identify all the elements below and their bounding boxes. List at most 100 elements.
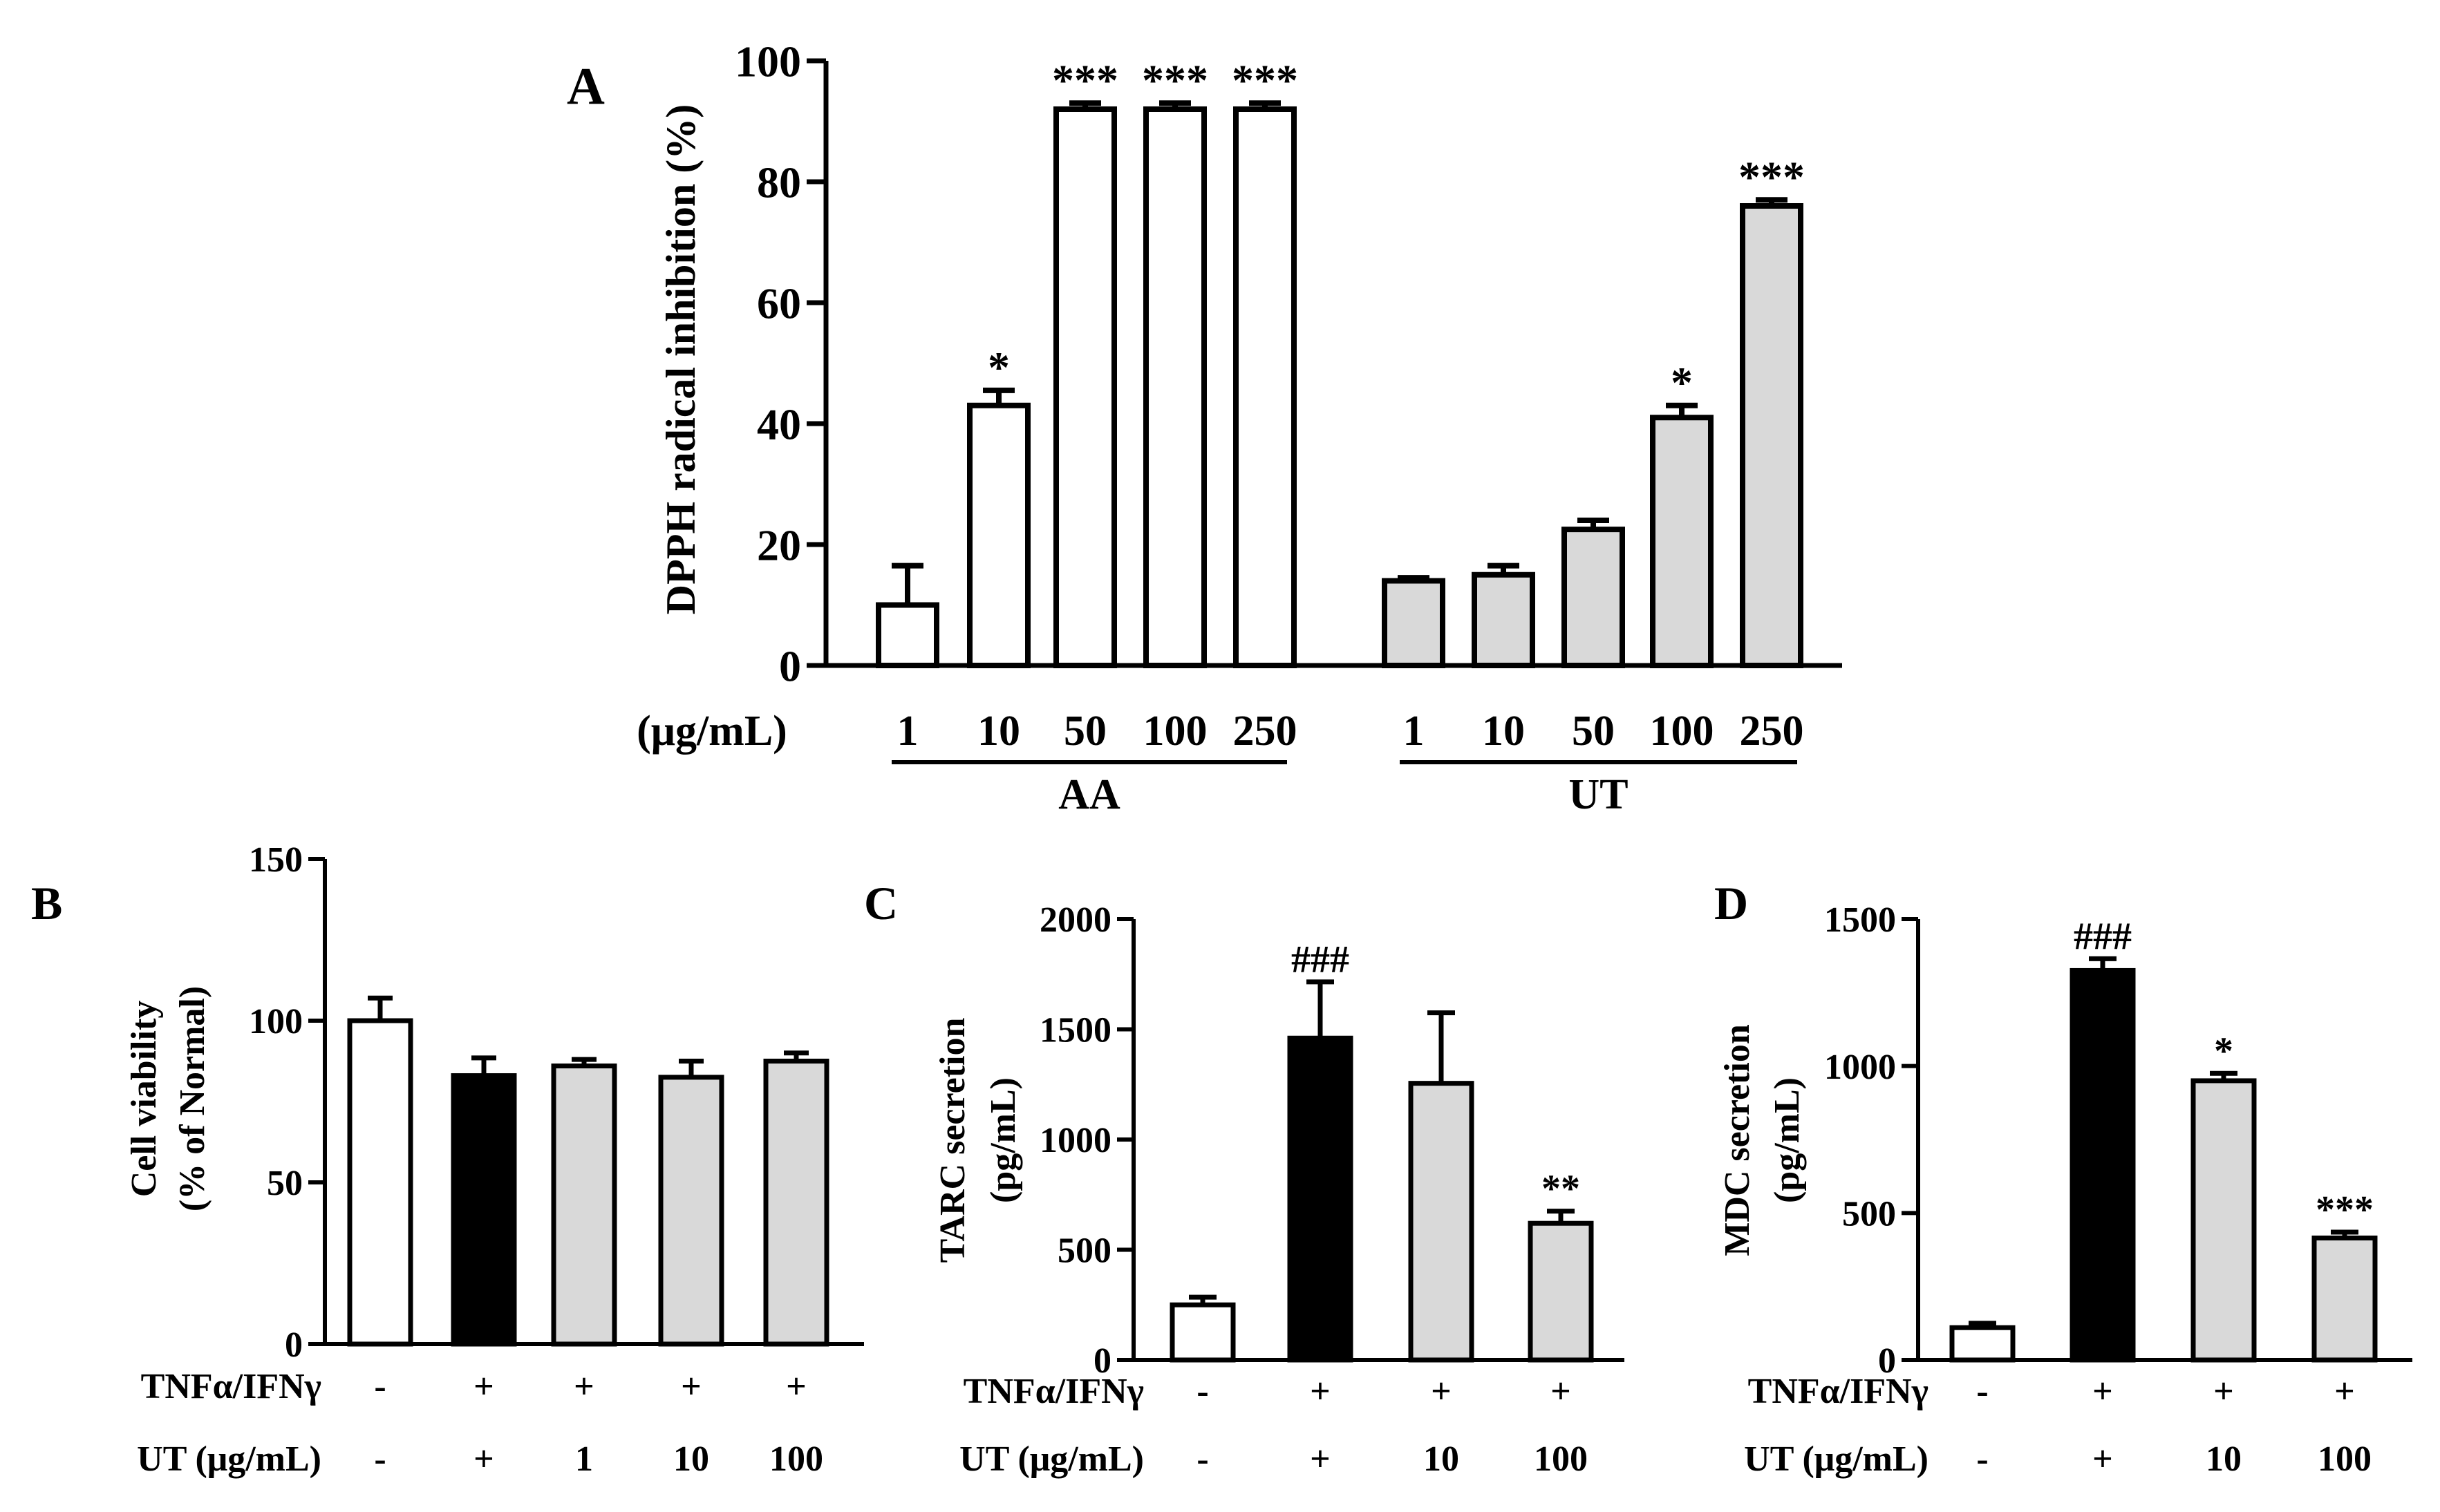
panel-c: 0 500 1000 1500 2000 TARC secretion (pg/mL) C - -… [864,877,1624,1479]
x-tick-label: 250 [1233,708,1297,755]
treatment-row2-label: UT (μg/mL) [137,1439,321,1479]
treatment-row2-value: 10 [2206,1439,2242,1479]
significance-label: *** [1142,55,1208,104]
y-axis-label: Cell viability [124,1001,164,1198]
y-tick-label: 1000 [1824,1048,1896,1087]
treatment-row1-value: + [1310,1372,1331,1411]
y-tick-label: 60 [757,278,801,328]
treatment-row2-value: - [374,1439,386,1479]
x-tick-label: 50 [1572,708,1615,755]
treatment-row2-value: 100 [769,1439,823,1479]
x-tick-label: 1 [897,708,919,755]
treatment-row2-value: 10 [673,1439,709,1479]
treatment-row1-value: + [1550,1372,1571,1411]
significance-label: * [1671,358,1693,407]
treatment-row2-value: - [1196,1439,1208,1479]
x-tick-label: 10 [1482,708,1525,755]
bar [876,602,939,668]
y-tick-label: 500 [1842,1195,1896,1234]
panel-letter: D [1714,877,1748,929]
treatment-row1-value: + [2092,1372,2113,1411]
bar [763,1059,829,1347]
y-tick-label: 1000 [1040,1121,1111,1160]
bar [1561,527,1625,668]
significance-label: ### [2074,915,2132,958]
y-axis-label: DPPH radical inhibition (%) [658,104,704,614]
y-tick-label: 2000 [1040,900,1111,940]
y-tick-label: 0 [779,641,801,690]
treatment-row2-value: - [1976,1439,1988,1479]
treatment-row1-value: + [2213,1372,2234,1411]
bar [1287,1035,1353,1363]
bar [1408,1081,1474,1363]
significance-label: ** [1541,1168,1580,1211]
bar [1740,203,1803,668]
x-tick-label: 250 [1740,708,1804,755]
y-tick-label: 100 [735,37,801,86]
y-tick-label: 0 [285,1325,303,1365]
x-tick-label: 1 [1403,708,1425,755]
bar [347,1018,413,1347]
y-tick-label: 150 [249,840,303,880]
significance-label: *** [2316,1189,2374,1231]
treatment-row1-label: TNFα/IFNγ [964,1372,1144,1411]
treatment-row2-value: + [2092,1439,2113,1479]
bar [2311,1235,2378,1363]
y-tick-label: 500 [1058,1231,1111,1271]
panel-d: 0 500 1000 1500 MDC secretion (pg/mL) D - - ### + +… [1714,877,2412,1479]
panel-letter: B [31,877,62,929]
x-tick-label: 100 [1650,708,1714,755]
treatment-row1-value: - [1196,1372,1208,1411]
unit-label: (μg/mL) [637,708,787,755]
bar [2070,967,2136,1363]
y-tick-label: 50 [267,1164,303,1203]
panel-letter: A [567,57,605,115]
y-axis-label-unit: (pg/mL) [1767,1077,1807,1203]
y-tick-label: 1500 [1040,1011,1111,1050]
bar [1382,578,1445,668]
y-tick-label: 1500 [1824,900,1896,940]
y-axis-label: TARC secretion [933,1018,973,1263]
y-tick-label: 0 [1878,1341,1896,1381]
y-tick-label: 0 [1094,1341,1111,1381]
treatment-row1-value: + [786,1367,807,1406]
treatment-row2-value: + [473,1439,494,1479]
treatment-row2-value: 100 [2318,1439,2372,1479]
panel-b: 0 50 100 150 Cell viability (% of Normal) B - - +… [31,840,864,1479]
bar [2190,1078,2257,1363]
x-tick-label: 50 [1064,708,1107,755]
treatment-row1-value: + [473,1367,494,1406]
treatment-row1-value: + [1431,1372,1452,1411]
treatment-row1-value: + [2334,1372,2355,1411]
y-tick-label: 20 [757,520,801,569]
treatment-row2-label: UT (μg/mL) [959,1439,1144,1479]
bar [1528,1220,1594,1363]
x-tick-label: 100 [1143,708,1208,755]
significance-label: *** [1232,55,1298,104]
treatment-row1-value: - [1976,1372,1988,1411]
y-axis-label: MDC secretion [1718,1024,1757,1256]
bar [967,402,1031,668]
bar [1170,1302,1236,1363]
bar [551,1064,617,1347]
panel-letter: C [864,877,898,929]
significance-label: * [2214,1030,2233,1072]
significance-label: *** [1052,55,1118,104]
y-tick-label: 100 [249,1002,303,1041]
y-axis-label-unit: (pg/mL) [984,1077,1023,1203]
treatment-row2-label: UT (μg/mL) [1744,1439,1928,1479]
bar [1472,571,1535,668]
bar [1053,106,1117,668]
y-tick-label: 40 [757,399,801,448]
bar [1233,106,1297,668]
panel-a: 0 20 40 60 80 100 DPPH radical inhibition (%) A… [567,37,1842,818]
treatment-row1-value: - [374,1367,386,1406]
y-axis-label-unit: (% of Normal) [173,986,212,1211]
bar [1650,415,1714,668]
treatment-row1-label: TNFα/IFNγ [1748,1372,1928,1411]
significance-label: *** [1738,152,1805,201]
group-label: AA [1058,771,1120,818]
treatment-row1-value: + [681,1367,702,1406]
bar [451,1073,517,1347]
